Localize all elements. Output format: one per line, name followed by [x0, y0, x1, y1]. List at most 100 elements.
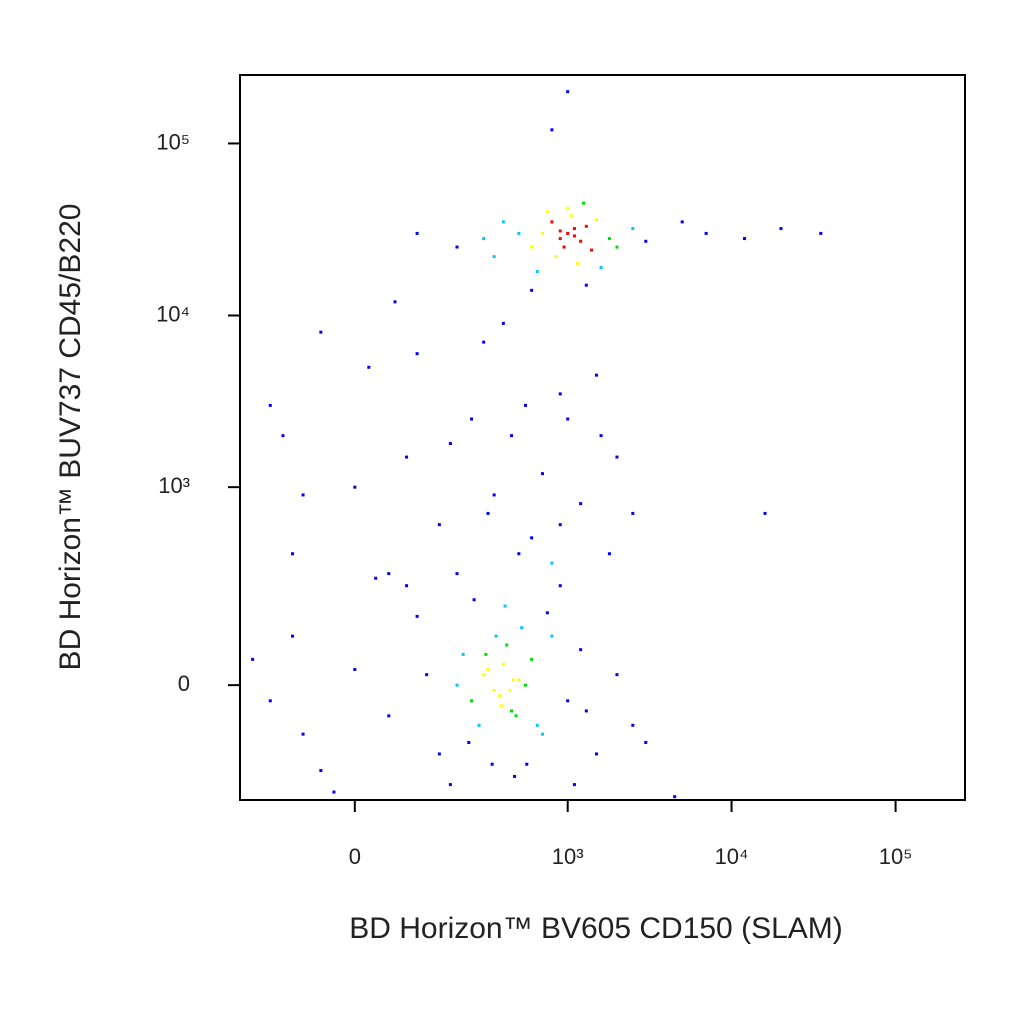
event-dot: [558, 229, 562, 233]
event-dot: [455, 245, 459, 249]
event-dot: [455, 572, 459, 576]
event-dot: [514, 714, 518, 718]
event-dot: [540, 472, 544, 476]
event-dot: [644, 740, 648, 744]
event-dot: [251, 657, 255, 661]
event-dot: [415, 614, 419, 618]
event-dot: [554, 255, 558, 259]
event-dot: [268, 403, 272, 407]
event-dot: [572, 783, 576, 787]
x-tick-label: 0: [349, 844, 361, 869]
event-dot: [482, 237, 486, 241]
y-axis-title: BD Horizon™ BUV737 CD45/B220: [54, 204, 87, 671]
event-dot: [517, 231, 521, 235]
event-dot: [501, 662, 505, 666]
event-dot: [524, 403, 528, 407]
event-dot: [524, 683, 528, 687]
event-dot: [437, 752, 441, 756]
y-tick-label: 0: [178, 671, 190, 696]
event-dot: [291, 634, 295, 638]
event-dot: [405, 584, 409, 588]
event-dot: [530, 657, 534, 661]
event-dot: [486, 667, 490, 671]
event-dot: [425, 673, 429, 677]
event-dot: [301, 493, 305, 497]
event-dot: [562, 245, 566, 249]
event-dot: [517, 552, 521, 556]
event-dot: [594, 752, 598, 756]
event-dot: [319, 330, 323, 334]
event-dot: [511, 678, 515, 682]
event-dot: [615, 245, 619, 249]
event-dot: [461, 652, 465, 656]
event-dot: [492, 493, 496, 497]
event-dot: [680, 220, 684, 224]
event-dot: [579, 502, 583, 506]
event-dot: [291, 552, 295, 556]
event-dot: [819, 231, 823, 235]
event-dot: [268, 699, 272, 703]
event-dot: [517, 678, 521, 682]
event-dot: [437, 523, 441, 527]
event-dot: [594, 218, 598, 222]
event-dot: [743, 237, 747, 241]
event-dot: [490, 762, 494, 766]
event-dot: [566, 699, 570, 703]
event-dot: [301, 732, 305, 736]
event-dot: [550, 634, 554, 638]
event-dot: [472, 598, 476, 602]
event-dot: [607, 552, 611, 556]
event-dot: [448, 441, 452, 445]
event-dot: [644, 239, 648, 243]
y-tick-label: 10⁵: [156, 129, 190, 154]
event-dot: [535, 270, 539, 274]
event-dot: [470, 699, 474, 703]
event-dot: [374, 576, 378, 580]
event-dot: [448, 783, 452, 787]
event-dot: [607, 237, 611, 241]
event-dot: [281, 434, 285, 438]
event-dot: [540, 231, 544, 235]
x-tick-label: 10⁵: [879, 844, 913, 869]
event-dot: [525, 762, 529, 766]
event-dot: [584, 224, 588, 228]
event-dot: [470, 417, 474, 421]
event-dot: [482, 673, 486, 677]
event-dot: [332, 790, 336, 794]
event-dot: [387, 714, 391, 718]
event-dot: [550, 220, 554, 224]
plot-frame: [239, 74, 966, 801]
event-dot: [550, 561, 554, 565]
event-dot: [520, 626, 524, 630]
event-dot: [558, 392, 562, 396]
event-dot: [319, 769, 323, 773]
event-dot: [405, 455, 409, 459]
x-tick-label: 10⁴: [715, 844, 749, 869]
event-dot: [566, 90, 570, 94]
event-dot: [530, 288, 534, 292]
event-dot: [501, 220, 505, 224]
event-dot: [579, 239, 583, 243]
event-dot: [572, 227, 576, 231]
event-dot: [572, 234, 576, 238]
y-tick-label: 10⁴: [156, 301, 190, 326]
event-dot: [631, 227, 635, 231]
event-dot: [558, 584, 562, 588]
event-dot: [498, 694, 502, 698]
event-dot: [584, 283, 588, 287]
event-dot: [494, 634, 498, 638]
event-dot: [615, 673, 619, 677]
event-dot: [415, 231, 419, 235]
event-dot: [503, 604, 507, 608]
event-dot: [615, 455, 619, 459]
event-dot: [467, 740, 471, 744]
event-dot: [763, 511, 767, 515]
event-dot: [566, 206, 570, 210]
event-dot: [704, 231, 708, 235]
event-dot: [455, 683, 459, 687]
event-dot: [492, 255, 496, 259]
event-dot: [484, 652, 488, 656]
event-dot: [513, 774, 517, 778]
event-dot: [492, 688, 496, 692]
